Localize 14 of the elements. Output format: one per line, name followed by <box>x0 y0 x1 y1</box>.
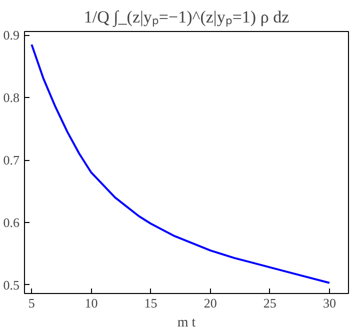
y-tick-label: 0.7 <box>3 152 20 168</box>
x-tick-label: 20 <box>204 296 217 310</box>
y-tick-label: 0.8 <box>3 90 20 106</box>
y-tick-label: 0.5 <box>3 277 20 292</box>
x-tick-label: 10 <box>84 296 98 310</box>
x-tick-label: 30 <box>322 296 336 310</box>
x-tick-label: 5 <box>28 296 35 310</box>
y-tick-label: 0.6 <box>3 214 20 230</box>
chart-title: 1/Q ∫_(z|yₚ=−1)^(z|yₚ=1) ρ dz <box>84 8 290 28</box>
x-tick-label: 25 <box>263 296 276 310</box>
x-axis-title: m t <box>177 316 196 330</box>
y-tick-label: 0.9 <box>3 28 20 43</box>
line-series <box>30 44 330 284</box>
x-tick-label: 15 <box>144 296 158 310</box>
